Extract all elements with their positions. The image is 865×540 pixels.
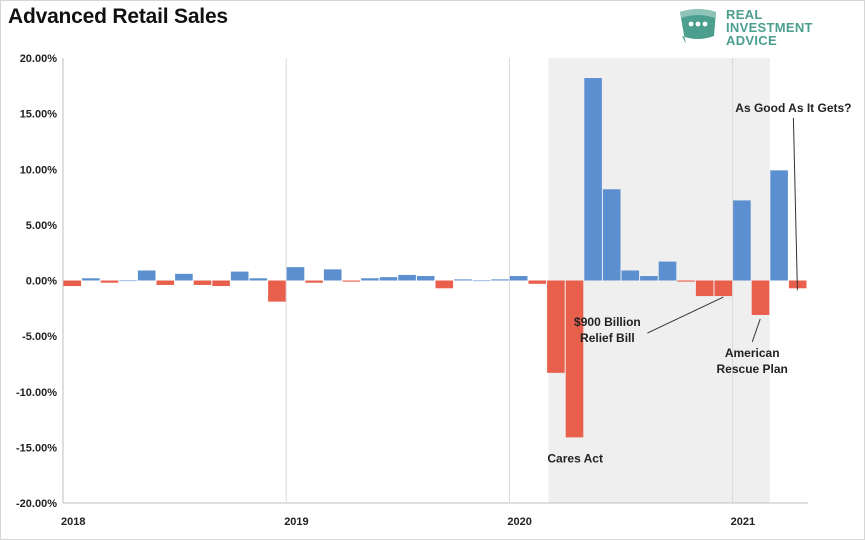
logo-text: REAL INVESTMENT ADVICE — [726, 8, 813, 47]
bar — [119, 280, 137, 282]
bar — [249, 278, 268, 281]
bar — [230, 271, 249, 281]
bar — [305, 280, 323, 283]
bar — [528, 280, 547, 284]
bar — [361, 278, 379, 281]
annotation-cares-act: Cares Act — [547, 451, 603, 465]
bar — [454, 279, 472, 281]
bar — [398, 274, 416, 281]
bar — [472, 280, 491, 282]
bar — [491, 279, 509, 281]
bar — [695, 280, 714, 297]
y-tick-label: 0.00% — [26, 276, 57, 288]
bar — [602, 189, 621, 281]
x-tick-label: 2021 — [731, 516, 755, 528]
y-tick-label: 20.00% — [20, 53, 58, 65]
x-tick-label: 2019 — [284, 516, 308, 528]
annotation-relief-bill: $900 Billion — [574, 315, 641, 329]
y-tick-label: -20.00% — [16, 498, 57, 510]
bar — [509, 276, 528, 281]
logo: REAL INVESTMENT ADVICE — [676, 6, 856, 50]
bar — [63, 280, 82, 287]
leader-line — [647, 296, 724, 334]
x-tick-label: 2018 — [61, 516, 85, 528]
bar — [156, 280, 175, 285]
bar — [733, 200, 751, 281]
bar — [584, 78, 602, 281]
bar — [770, 170, 788, 281]
annotation-as-good-as-it-gets: As Good As It Gets? — [735, 101, 851, 115]
bar — [658, 261, 677, 281]
bar — [268, 280, 286, 302]
bar — [379, 277, 398, 281]
logo-line-3: ADVICE — [726, 33, 777, 48]
y-tick-label: -15.00% — [16, 442, 57, 454]
bar — [621, 270, 640, 281]
annotation-relief-bill: Relief Bill — [580, 331, 635, 345]
bar — [286, 267, 305, 281]
bar — [416, 276, 435, 281]
annotation-american-rescue-plan: American — [725, 346, 780, 360]
bar — [435, 280, 454, 289]
leader-line — [792, 117, 798, 291]
bar — [547, 280, 565, 373]
bar — [714, 280, 733, 297]
bar — [640, 276, 658, 281]
leader-line — [751, 318, 761, 343]
bar — [751, 280, 770, 315]
bar — [212, 280, 230, 287]
logo-line-2: INVESTMENT — [726, 20, 813, 35]
bar — [137, 270, 156, 281]
x-tick-label: 2020 — [507, 516, 531, 528]
bar — [677, 280, 695, 282]
y-tick-label: -10.00% — [16, 387, 57, 399]
bar — [100, 280, 119, 283]
y-tick-label: -5.00% — [22, 331, 57, 343]
y-tick-label: 5.00% — [26, 220, 57, 232]
annotation-american-rescue-plan: Rescue Plan — [717, 362, 788, 376]
chat-bubble-icon — [680, 9, 716, 44]
bar — [175, 273, 193, 281]
bar — [565, 280, 584, 438]
bar — [193, 280, 212, 285]
bar — [82, 278, 100, 281]
logo-line-1: REAL — [726, 7, 763, 22]
y-tick-label: 15.00% — [20, 109, 58, 121]
bar — [323, 269, 342, 281]
y-tick-label: 10.00% — [20, 164, 58, 176]
bar — [342, 280, 361, 282]
chart-title: Advanced Retail Sales — [8, 5, 228, 28]
